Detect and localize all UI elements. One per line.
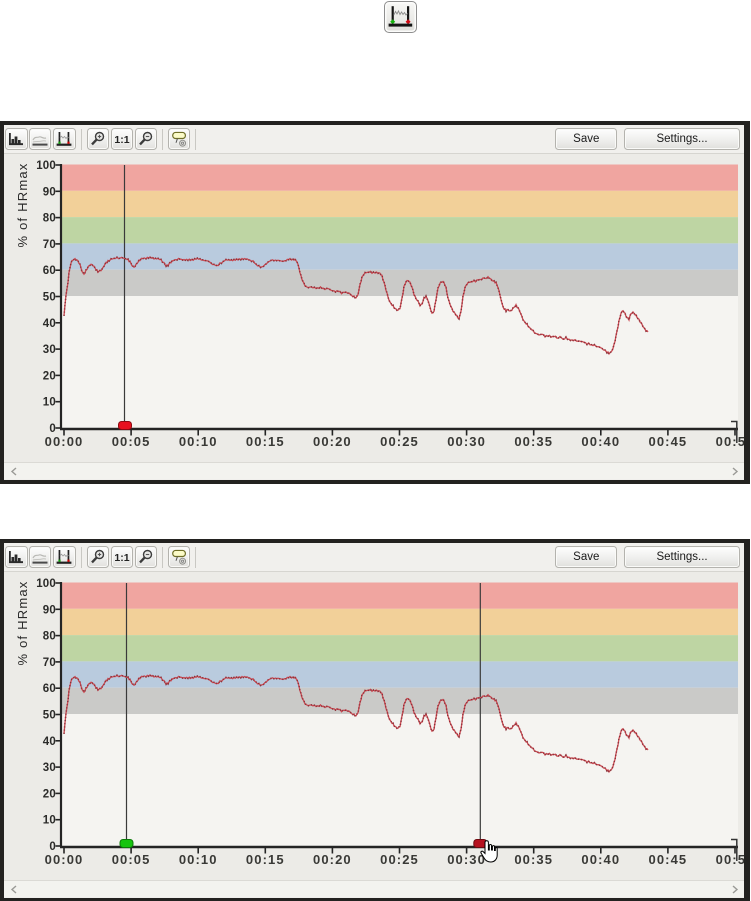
svg-text:30: 30 (43, 344, 56, 356)
svg-text:10: 10 (43, 814, 56, 826)
svg-text:00:40: 00:40 (581, 852, 620, 867)
svg-text:00:00: 00:00 (45, 852, 84, 867)
svg-text:50: 50 (43, 291, 56, 303)
svg-text:00:50: 00:50 (716, 434, 744, 449)
svg-text:60: 60 (43, 683, 56, 695)
svg-text:00:00: 00:00 (45, 434, 84, 449)
svg-text:10: 10 (43, 396, 56, 408)
svg-text:00:20: 00:20 (313, 852, 352, 867)
svg-text:20: 20 (43, 788, 56, 800)
svg-text:100: 100 (36, 160, 56, 172)
svg-text:1:1: 1:1 (114, 552, 129, 564)
svg-text:70: 70 (43, 238, 56, 250)
svg-text:00:45: 00:45 (649, 852, 688, 867)
svg-text:00:35: 00:35 (514, 852, 553, 867)
svg-text:00:35: 00:35 (514, 434, 553, 449)
svg-text:1:1: 1:1 (114, 134, 129, 146)
svg-text:0: 0 (49, 423, 56, 435)
svg-text:0: 0 (49, 841, 56, 853)
svg-text:00:25: 00:25 (380, 852, 419, 867)
svg-text:60: 60 (43, 265, 56, 277)
svg-text:00:10: 00:10 (179, 852, 218, 867)
svg-text:00:45: 00:45 (649, 434, 688, 449)
svg-text:90: 90 (43, 186, 56, 198)
svg-text:% of HRmax: % of HRmax (15, 580, 30, 665)
svg-text:00:30: 00:30 (447, 434, 486, 449)
svg-text:% of HRmax: % of HRmax (15, 162, 30, 247)
svg-text:00:10: 00:10 (179, 434, 218, 449)
svg-text:80: 80 (43, 212, 56, 224)
svg-text:00:20: 00:20 (313, 434, 352, 449)
svg-text:00:30: 00:30 (447, 852, 486, 867)
svg-text:00:40: 00:40 (581, 434, 620, 449)
svg-text:90: 90 (43, 604, 56, 616)
svg-text:30: 30 (43, 762, 56, 774)
svg-text:00:05: 00:05 (112, 852, 151, 867)
svg-text:40: 40 (43, 317, 56, 329)
svg-text:00:15: 00:15 (246, 852, 285, 867)
svg-text:70: 70 (43, 656, 56, 668)
svg-text:00:05: 00:05 (112, 434, 151, 449)
svg-text:00:50: 00:50 (716, 852, 744, 867)
svg-text:00:15: 00:15 (246, 434, 285, 449)
svg-text:50: 50 (43, 709, 56, 721)
svg-text:80: 80 (43, 630, 56, 642)
svg-text:40: 40 (43, 735, 56, 747)
svg-text:100: 100 (36, 578, 56, 590)
svg-text:20: 20 (43, 370, 56, 382)
svg-text:00:25: 00:25 (380, 434, 419, 449)
